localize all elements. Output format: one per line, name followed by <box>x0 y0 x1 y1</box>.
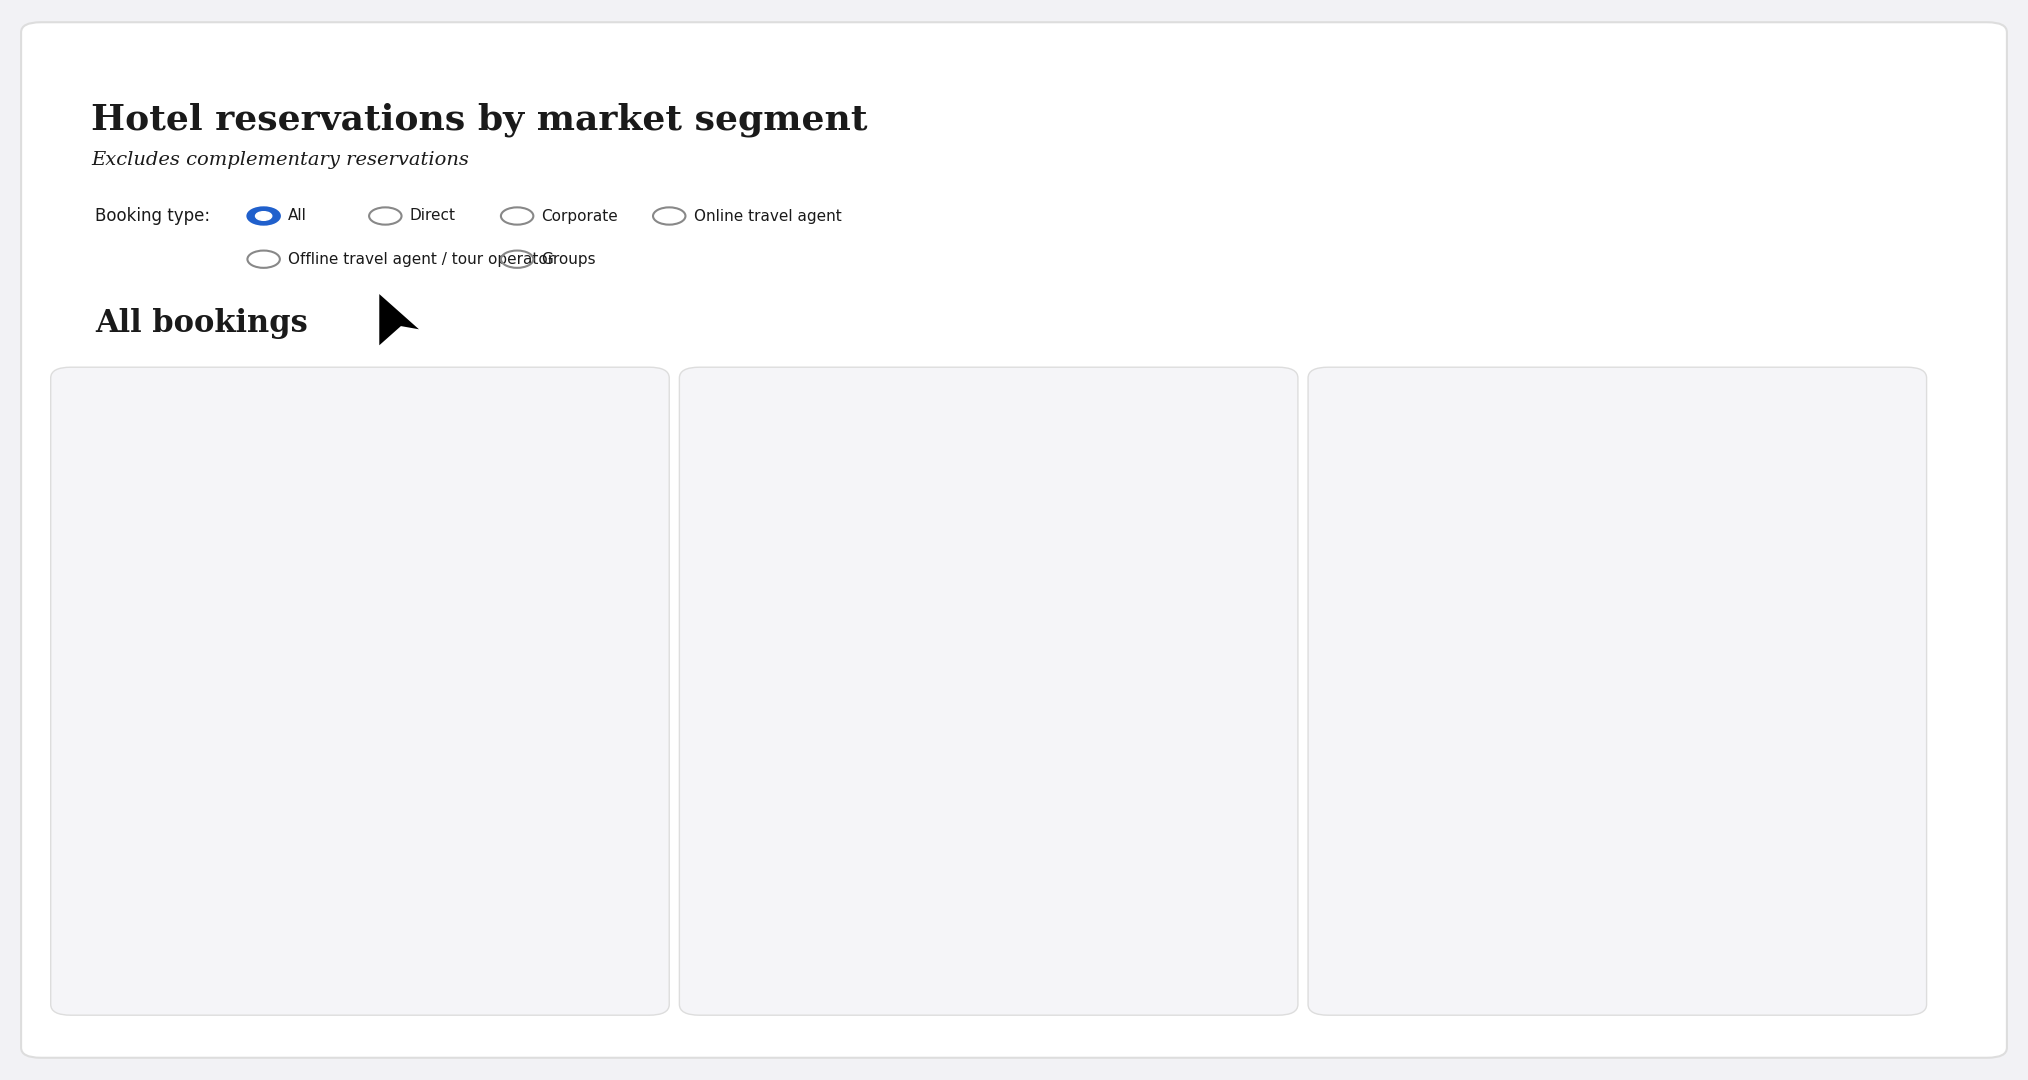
Wedge shape <box>791 482 990 715</box>
Text: Hotel reservations by market segment: Hotel reservations by market segment <box>91 103 868 137</box>
Circle shape <box>892 585 1085 775</box>
Polygon shape <box>377 289 426 350</box>
Text: PRT
17,476: PRT 17,476 <box>487 640 529 662</box>
Wedge shape <box>1616 482 1815 757</box>
Wedge shape <box>1527 717 1801 879</box>
Wedge shape <box>162 611 288 811</box>
Wedge shape <box>211 743 434 879</box>
Wedge shape <box>359 482 558 864</box>
Text: Offline travel agent / tour operator: Offline travel agent / tour operator <box>288 252 554 267</box>
Text: All: All <box>288 208 306 224</box>
Text: Corporate: Corporate <box>541 208 619 224</box>
Text: Spring
10,451: Spring 10,451 <box>1645 808 1693 836</box>
Text: Guest nationality: Guest nationality <box>286 673 434 688</box>
Wedge shape <box>174 516 306 647</box>
Text: Booking type:: Booking type: <box>95 207 211 225</box>
Text: Direct: Direct <box>410 208 456 224</box>
Wedge shape <box>793 482 1186 879</box>
Text: Status: Status <box>961 673 1016 688</box>
Text: Winter
7,878: Winter 7,878 <box>1460 735 1507 764</box>
Text: ESP
3,948: ESP 3,948 <box>223 577 260 598</box>
Text: Excludes complementary reservations: Excludes complementary reservations <box>91 151 468 170</box>
Text: Cancel
11,089: Cancel 11,089 <box>848 569 896 597</box>
Circle shape <box>264 585 456 775</box>
Wedge shape <box>1422 482 1618 666</box>
Wedge shape <box>1420 651 1574 858</box>
Text: Online travel agent: Online travel agent <box>694 208 842 224</box>
Text: Visit season: Visit season <box>1566 673 1669 688</box>
Text: Groups: Groups <box>541 252 596 267</box>
Text: GBR
6,797: GBR 6,797 <box>195 697 229 718</box>
Circle shape <box>1521 585 1714 775</box>
Text: Summer
12,483: Summer 12,483 <box>1714 583 1772 611</box>
Text: FRA
1,610: FRA 1,610 <box>322 519 359 541</box>
Wedge shape <box>310 482 361 588</box>
Text: Other
7,863: Other 7,863 <box>308 816 343 838</box>
Text: All bookings: All bookings <box>95 308 308 339</box>
Text: Fall
9,047: Fall 9,047 <box>1499 552 1539 580</box>
Text: Keep
28,770: Keep 28,770 <box>1081 764 1130 792</box>
FancyBboxPatch shape <box>20 23 2008 1057</box>
Text: IRL
2,165: IRL 2,165 <box>280 532 316 554</box>
Wedge shape <box>249 488 337 602</box>
